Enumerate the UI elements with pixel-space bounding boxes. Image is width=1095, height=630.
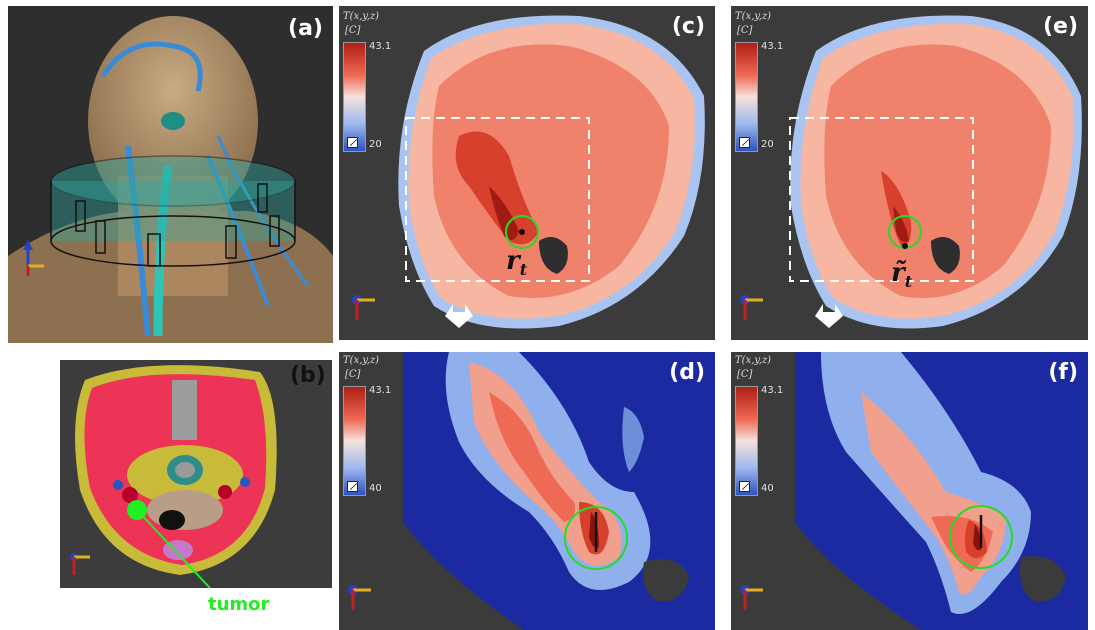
colorbar-unit: [C] xyxy=(345,369,361,380)
panel-label-b: (b) xyxy=(290,363,326,388)
colorbar-min: 20 xyxy=(369,139,382,150)
panel-label: (a) xyxy=(288,16,323,41)
zoomed-temperature-field xyxy=(740,352,1088,630)
temperature-field xyxy=(352,15,705,329)
panel-label: (c) xyxy=(671,14,705,39)
temperature-field xyxy=(740,15,1082,329)
colorbar-gradient xyxy=(735,386,758,496)
tumor-annotation: tumor xyxy=(208,594,270,615)
axes-triad-icon xyxy=(740,295,763,320)
tumor-circle xyxy=(505,215,539,249)
colorbar-scale-icon xyxy=(739,481,750,492)
panel-b-tissue-slice: (b) xyxy=(60,360,332,588)
colorbar-max: 43.1 xyxy=(761,385,784,396)
colorbar-max: 43.1 xyxy=(761,41,784,52)
panel-c-temperature-map: T(x,y,z) [C] 43.1 20 (c) rt xyxy=(339,6,715,340)
colorbar-gradient xyxy=(343,42,366,152)
head-neck-3d-render xyxy=(8,16,333,343)
colorbar-unit: [C] xyxy=(737,25,753,36)
colorbar-title: T(x,y,z) xyxy=(735,11,772,22)
zoom-region-box xyxy=(405,117,590,282)
colorbar-min: 40 xyxy=(369,483,382,494)
colorbar-scale-icon xyxy=(739,137,750,148)
colorbar-min: 20 xyxy=(761,139,774,150)
panel-e-temperature-map: T(x,y,z) [C] 43.1 20 (e) r̃t xyxy=(731,6,1088,340)
colorbar-scale-icon xyxy=(347,481,358,492)
colorbar-unit: [C] xyxy=(737,369,753,380)
tissue-segmentation-map xyxy=(70,365,277,588)
axes-triad-icon xyxy=(348,585,371,610)
axes-triad-icon xyxy=(23,240,44,276)
tumor-pointer-line xyxy=(136,509,211,588)
colorbar-max: 43.1 xyxy=(369,41,392,52)
tumor-circle xyxy=(949,505,1013,569)
axes-triad-icon xyxy=(70,553,90,575)
colorbar-title: T(x,y,z) xyxy=(343,11,380,22)
target-point-label: rt xyxy=(506,246,528,280)
zoom-region-box xyxy=(789,117,974,282)
panel-d-zoomed-temperature: T(x,y,z) [C] 43.1 40 (d) xyxy=(339,352,715,630)
colorbar-scale-icon xyxy=(347,137,358,148)
panel-a-3d-head-model: (a) xyxy=(8,6,333,343)
tumor-circle xyxy=(564,506,628,570)
colorbar-title: T(x,y,z) xyxy=(735,355,772,366)
colorbar-gradient xyxy=(343,386,366,496)
colorbar-gradient xyxy=(735,42,758,152)
target-point-label: r̃t xyxy=(891,258,913,292)
panel-f-zoomed-temperature: T(x,y,z) [C] 43.1 40 (f) xyxy=(731,352,1088,630)
axes-triad-icon xyxy=(740,585,763,610)
panel-label: (e) xyxy=(1042,14,1078,39)
zoomed-temperature-field xyxy=(348,352,715,630)
colorbar-unit: [C] xyxy=(345,25,361,36)
panel-label: (d) xyxy=(669,360,705,385)
colorbar-title: T(x,y,z) xyxy=(343,355,380,366)
axes-triad-icon xyxy=(352,295,375,320)
panel-label: (f) xyxy=(1048,360,1078,385)
colorbar-min: 40 xyxy=(761,483,774,494)
down-arrow-icon xyxy=(815,304,843,328)
down-arrow-icon xyxy=(445,304,473,328)
colorbar-max: 43.1 xyxy=(369,385,392,396)
